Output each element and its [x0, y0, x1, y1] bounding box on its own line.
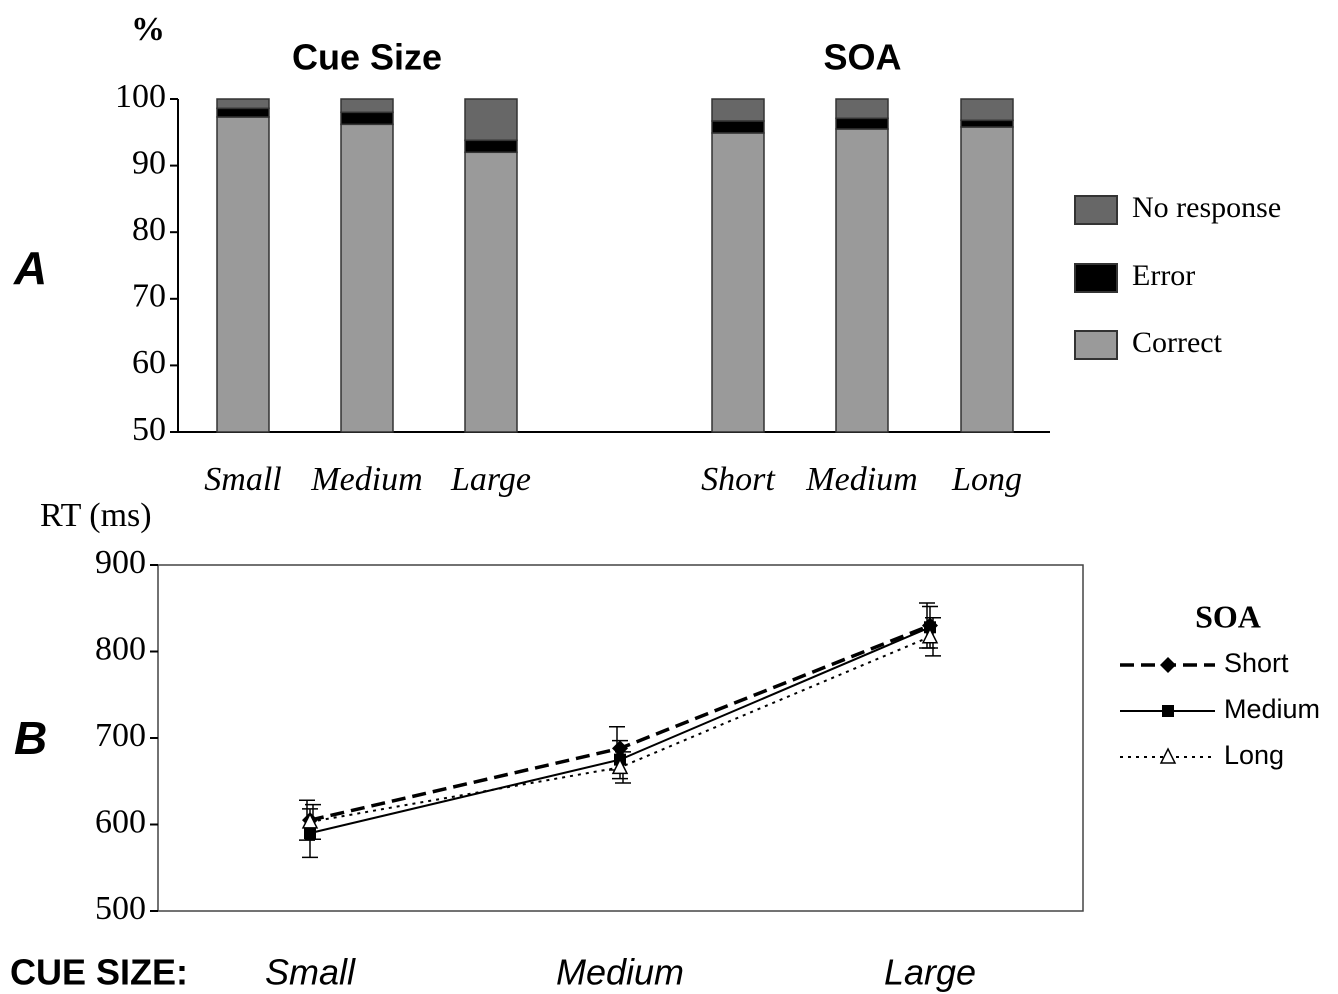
bar-segment	[960, 126, 1014, 433]
bar-segment	[340, 111, 394, 126]
marker	[1159, 747, 1177, 764]
panel-label: A	[13, 242, 47, 294]
legend-label: No response	[1132, 191, 1281, 224]
y-tick-label: 800	[95, 630, 146, 667]
bar-segment	[340, 98, 394, 114]
bar-segment	[340, 123, 394, 433]
y-tick-label: 100	[115, 78, 166, 115]
y-axis-label: %	[131, 11, 165, 48]
bar-segment	[216, 116, 270, 433]
bar-segment	[711, 98, 765, 122]
legend-swatch	[1074, 263, 1118, 293]
y-tick-label: 80	[132, 211, 166, 248]
marker	[921, 627, 939, 644]
bar-segment	[464, 139, 518, 154]
x-tick-label: Large	[450, 461, 531, 498]
y-tick-label: 900	[95, 544, 146, 581]
series-line	[309, 635, 931, 823]
bar-segment	[216, 98, 270, 110]
bar-segment	[835, 128, 889, 433]
bar-segment	[711, 120, 765, 134]
y-tick-label: 50	[132, 411, 166, 448]
y-tick-label: 90	[132, 144, 166, 181]
x-tick-label: Medium	[805, 461, 917, 498]
bar-segment	[464, 151, 518, 433]
plot-frame	[157, 564, 1084, 912]
x-tick-label: Large	[884, 952, 976, 993]
x-tick-label: Long	[951, 461, 1022, 498]
group-title: Cue Size	[292, 37, 442, 78]
x-tick-label: Small	[265, 952, 356, 993]
x-tick-label: Medium	[556, 952, 684, 993]
legend-swatch	[1074, 195, 1118, 225]
marker	[1162, 705, 1174, 717]
bar-segment	[960, 98, 1014, 122]
panel-label: B	[14, 712, 47, 764]
legend-label: Medium	[1224, 694, 1320, 724]
bar-segment	[835, 98, 889, 120]
bar-segment	[960, 119, 1014, 128]
x-axis-label: CUE SIZE:	[10, 952, 188, 993]
y-tick-label: 70	[132, 278, 166, 315]
marker	[1160, 657, 1176, 673]
legend-label: Error	[1132, 259, 1195, 292]
bar-segment	[835, 117, 889, 130]
legend-title: SOA	[1195, 598, 1261, 634]
marker	[304, 827, 316, 840]
x-tick-label: Small	[204, 461, 281, 498]
y-tick-label: 700	[95, 717, 146, 754]
y-tick-label: 500	[95, 890, 146, 927]
y-tick-label: 60	[132, 344, 166, 381]
bar-segment	[464, 98, 518, 142]
y-tick-label: 600	[95, 803, 146, 840]
group-title: SOA	[823, 37, 901, 78]
series-line	[309, 626, 931, 835]
bar-segment	[216, 107, 270, 118]
legend-label: Short	[1224, 648, 1289, 678]
x-tick-label: Short	[701, 461, 776, 498]
marker	[301, 812, 319, 829]
bar-segment	[711, 132, 765, 433]
legend-swatch	[1074, 330, 1118, 360]
legend-label: Correct	[1132, 326, 1223, 359]
legend-label: Long	[1224, 740, 1284, 770]
series-line	[309, 623, 931, 822]
marker	[611, 757, 629, 775]
x-tick-label: Medium	[310, 461, 422, 498]
y-axis-label: RT (ms)	[40, 497, 152, 534]
